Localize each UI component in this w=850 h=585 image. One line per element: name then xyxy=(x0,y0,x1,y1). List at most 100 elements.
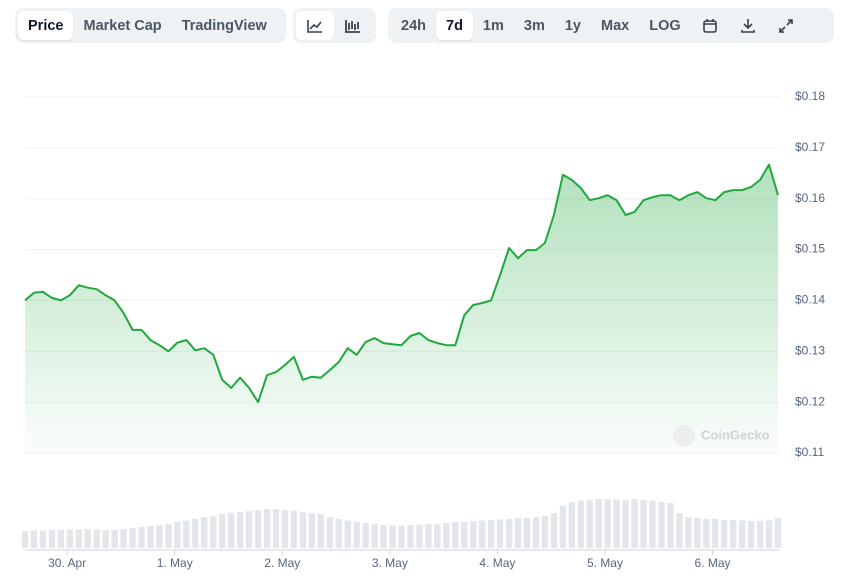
volume-bar xyxy=(326,517,333,548)
y-tick-label: $0.15 xyxy=(795,242,825,256)
icon xyxy=(740,18,755,33)
volume-bar xyxy=(362,523,369,548)
volume-bar xyxy=(667,503,674,548)
volume-bar xyxy=(129,528,136,548)
y-tick-label: $0.11 xyxy=(795,445,824,459)
toolbar-button[interactable]: LOG xyxy=(649,17,681,34)
volume-bar xyxy=(407,525,414,548)
volume-bar xyxy=(479,520,486,548)
volume-bar xyxy=(120,529,127,548)
volume-bar xyxy=(201,517,208,548)
price-line xyxy=(24,163,779,404)
volume-bar xyxy=(505,519,513,548)
toolbar-button[interactable]: TradingView xyxy=(181,17,267,34)
download-button[interactable] xyxy=(729,11,767,40)
volume-bar xyxy=(335,519,342,548)
toolbar-button[interactable]: 24h xyxy=(401,17,426,34)
range-group: 24h 7d 1m 3m 1y Max LOG xyxy=(388,8,834,43)
volume-bar xyxy=(461,522,468,548)
volume-bar xyxy=(640,500,647,548)
volume-bar xyxy=(649,500,656,548)
volume-bar xyxy=(712,519,719,548)
volume-bar xyxy=(228,513,235,548)
toolbar-button[interactable]: Price xyxy=(18,11,74,40)
volume-bar xyxy=(21,531,29,548)
volume-bar xyxy=(219,514,226,548)
volume-bar xyxy=(595,499,602,548)
volume-bar xyxy=(658,502,665,548)
volume-bar xyxy=(237,512,244,548)
volume-bar xyxy=(434,524,441,548)
toolbar-button[interactable]: 1m xyxy=(482,17,504,34)
toolbar-button[interactable]: Market Cap xyxy=(83,17,162,34)
icon xyxy=(778,18,793,33)
volume-bar xyxy=(559,505,566,548)
volume-bar xyxy=(183,520,190,548)
volume-bar xyxy=(102,530,109,548)
volume-bar xyxy=(470,521,477,548)
fullscreen-button[interactable] xyxy=(767,11,805,40)
volume-bar xyxy=(138,527,145,548)
y-tick-label: $0.14 xyxy=(795,293,825,307)
volume-bar xyxy=(93,529,100,548)
volume-bar xyxy=(622,500,629,548)
volume-bar xyxy=(111,530,118,548)
x-tick-label: 3. May xyxy=(372,556,408,570)
volume-bar xyxy=(765,520,773,548)
y-tick-label: $0.13 xyxy=(795,343,825,357)
volume-bar xyxy=(371,524,378,548)
y-tick-label: $0.12 xyxy=(795,394,825,408)
toolbar-button[interactable]: 3m xyxy=(523,17,545,34)
candle-chart-button[interactable] xyxy=(334,11,372,40)
volume-bar xyxy=(254,510,262,548)
volume-bar xyxy=(48,530,56,548)
calendar-button[interactable] xyxy=(691,11,729,40)
chart-style-group xyxy=(293,8,376,43)
volume-bar xyxy=(147,526,154,548)
toolbar-button[interactable]: 1y xyxy=(564,17,581,34)
volume-bar xyxy=(156,525,163,548)
y-tick-label: $0.18 xyxy=(795,89,825,103)
volume-bar xyxy=(730,520,737,548)
volume-bar xyxy=(488,520,495,548)
volume-bar xyxy=(550,513,558,548)
volume-bar xyxy=(57,530,64,548)
volume-bar xyxy=(75,529,82,548)
volume-bar xyxy=(523,518,531,548)
volume-bar xyxy=(774,518,782,548)
line-chart-button[interactable] xyxy=(296,11,334,40)
volume-bar xyxy=(263,509,271,548)
volume-bar xyxy=(317,514,324,548)
volume-bar xyxy=(290,510,298,548)
volume-bar xyxy=(604,499,611,548)
price-area xyxy=(25,164,778,453)
volume-bar xyxy=(747,521,755,548)
volume-bar xyxy=(344,520,351,548)
volume-bar xyxy=(299,512,307,548)
volume-bar xyxy=(496,519,504,548)
icon xyxy=(702,18,717,33)
x-tick-label: 4. May xyxy=(479,556,515,570)
toolbar-button[interactable]: Max xyxy=(601,17,630,34)
volume-bar xyxy=(281,510,289,548)
volume-bar xyxy=(416,524,423,548)
volume-bar xyxy=(84,529,91,548)
volume-bar xyxy=(272,509,280,548)
x-tick-label: 6. May xyxy=(695,556,731,570)
volume-bar xyxy=(353,522,360,548)
volume-bar xyxy=(452,522,459,548)
volume-bar xyxy=(631,499,638,548)
volume-bar xyxy=(245,511,253,548)
x-tick-label: 1. May xyxy=(157,556,193,570)
volume-bar xyxy=(568,502,575,548)
y-tick-label: $0.17 xyxy=(795,140,825,154)
volume-bar xyxy=(389,525,396,548)
volume-bar xyxy=(308,513,315,548)
toolbar-button[interactable]: 7d xyxy=(436,11,473,40)
volume-bar xyxy=(174,522,181,548)
volume-bar xyxy=(514,518,522,548)
volume-bar xyxy=(30,530,38,548)
watermark-text: CoinGecko xyxy=(701,427,770,442)
